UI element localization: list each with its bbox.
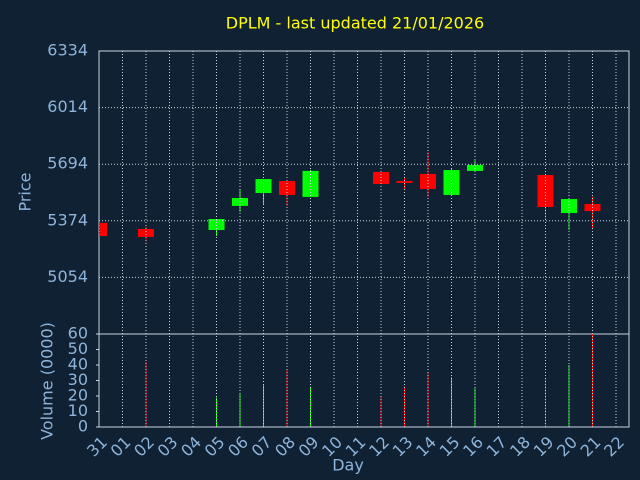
y-tick-label: 6014 <box>47 97 88 116</box>
candle-body <box>443 170 460 195</box>
candle-body <box>561 199 577 214</box>
candle-body <box>537 174 554 208</box>
y-tick-label: 6334 <box>47 41 88 60</box>
y-tick-label: 5694 <box>47 154 88 173</box>
y2-tick-label: 10 <box>68 401 88 420</box>
x-axis-label: Day <box>332 456 364 475</box>
candle-body <box>420 173 436 189</box>
y2-tick-label: 20 <box>68 386 88 405</box>
y2-tick-label: 0 <box>78 417 88 436</box>
candle-body <box>138 228 154 237</box>
y2-axis-label: Volume (0000) <box>38 322 57 440</box>
y-tick-label: 5054 <box>47 267 88 286</box>
candle-body <box>396 181 413 183</box>
candle-body <box>467 164 483 171</box>
y2-tick-label: 50 <box>68 339 88 358</box>
x-tick-label: 22 <box>600 433 628 461</box>
candle-body <box>208 219 225 230</box>
y2-tick-label: 40 <box>68 355 88 374</box>
candle-body <box>279 181 295 195</box>
y2-tick-label: 30 <box>68 370 88 389</box>
y-axis-label: Price <box>16 172 35 211</box>
chart-title: DPLM - last updated 21/01/2026 <box>226 14 484 33</box>
marks <box>99 151 601 427</box>
y2-tick-label: 60 <box>68 324 88 343</box>
candle-body <box>99 222 107 237</box>
y-tick-label: 5374 <box>47 210 88 229</box>
